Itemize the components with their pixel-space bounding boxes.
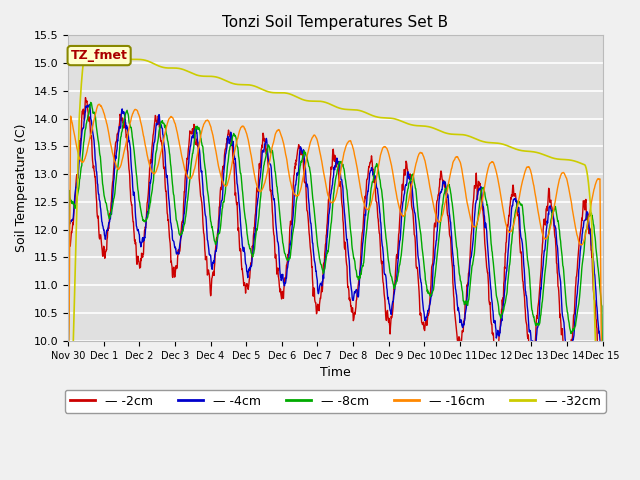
- X-axis label: Time: Time: [320, 366, 351, 379]
- Text: TZ_fmet: TZ_fmet: [70, 49, 127, 62]
- Title: Tonzi Soil Temperatures Set B: Tonzi Soil Temperatures Set B: [222, 15, 449, 30]
- Legend: — -2cm, — -4cm, — -8cm, — -16cm, — -32cm: — -2cm, — -4cm, — -8cm, — -16cm, — -32cm: [65, 390, 605, 413]
- Y-axis label: Soil Temperature (C): Soil Temperature (C): [15, 124, 28, 252]
